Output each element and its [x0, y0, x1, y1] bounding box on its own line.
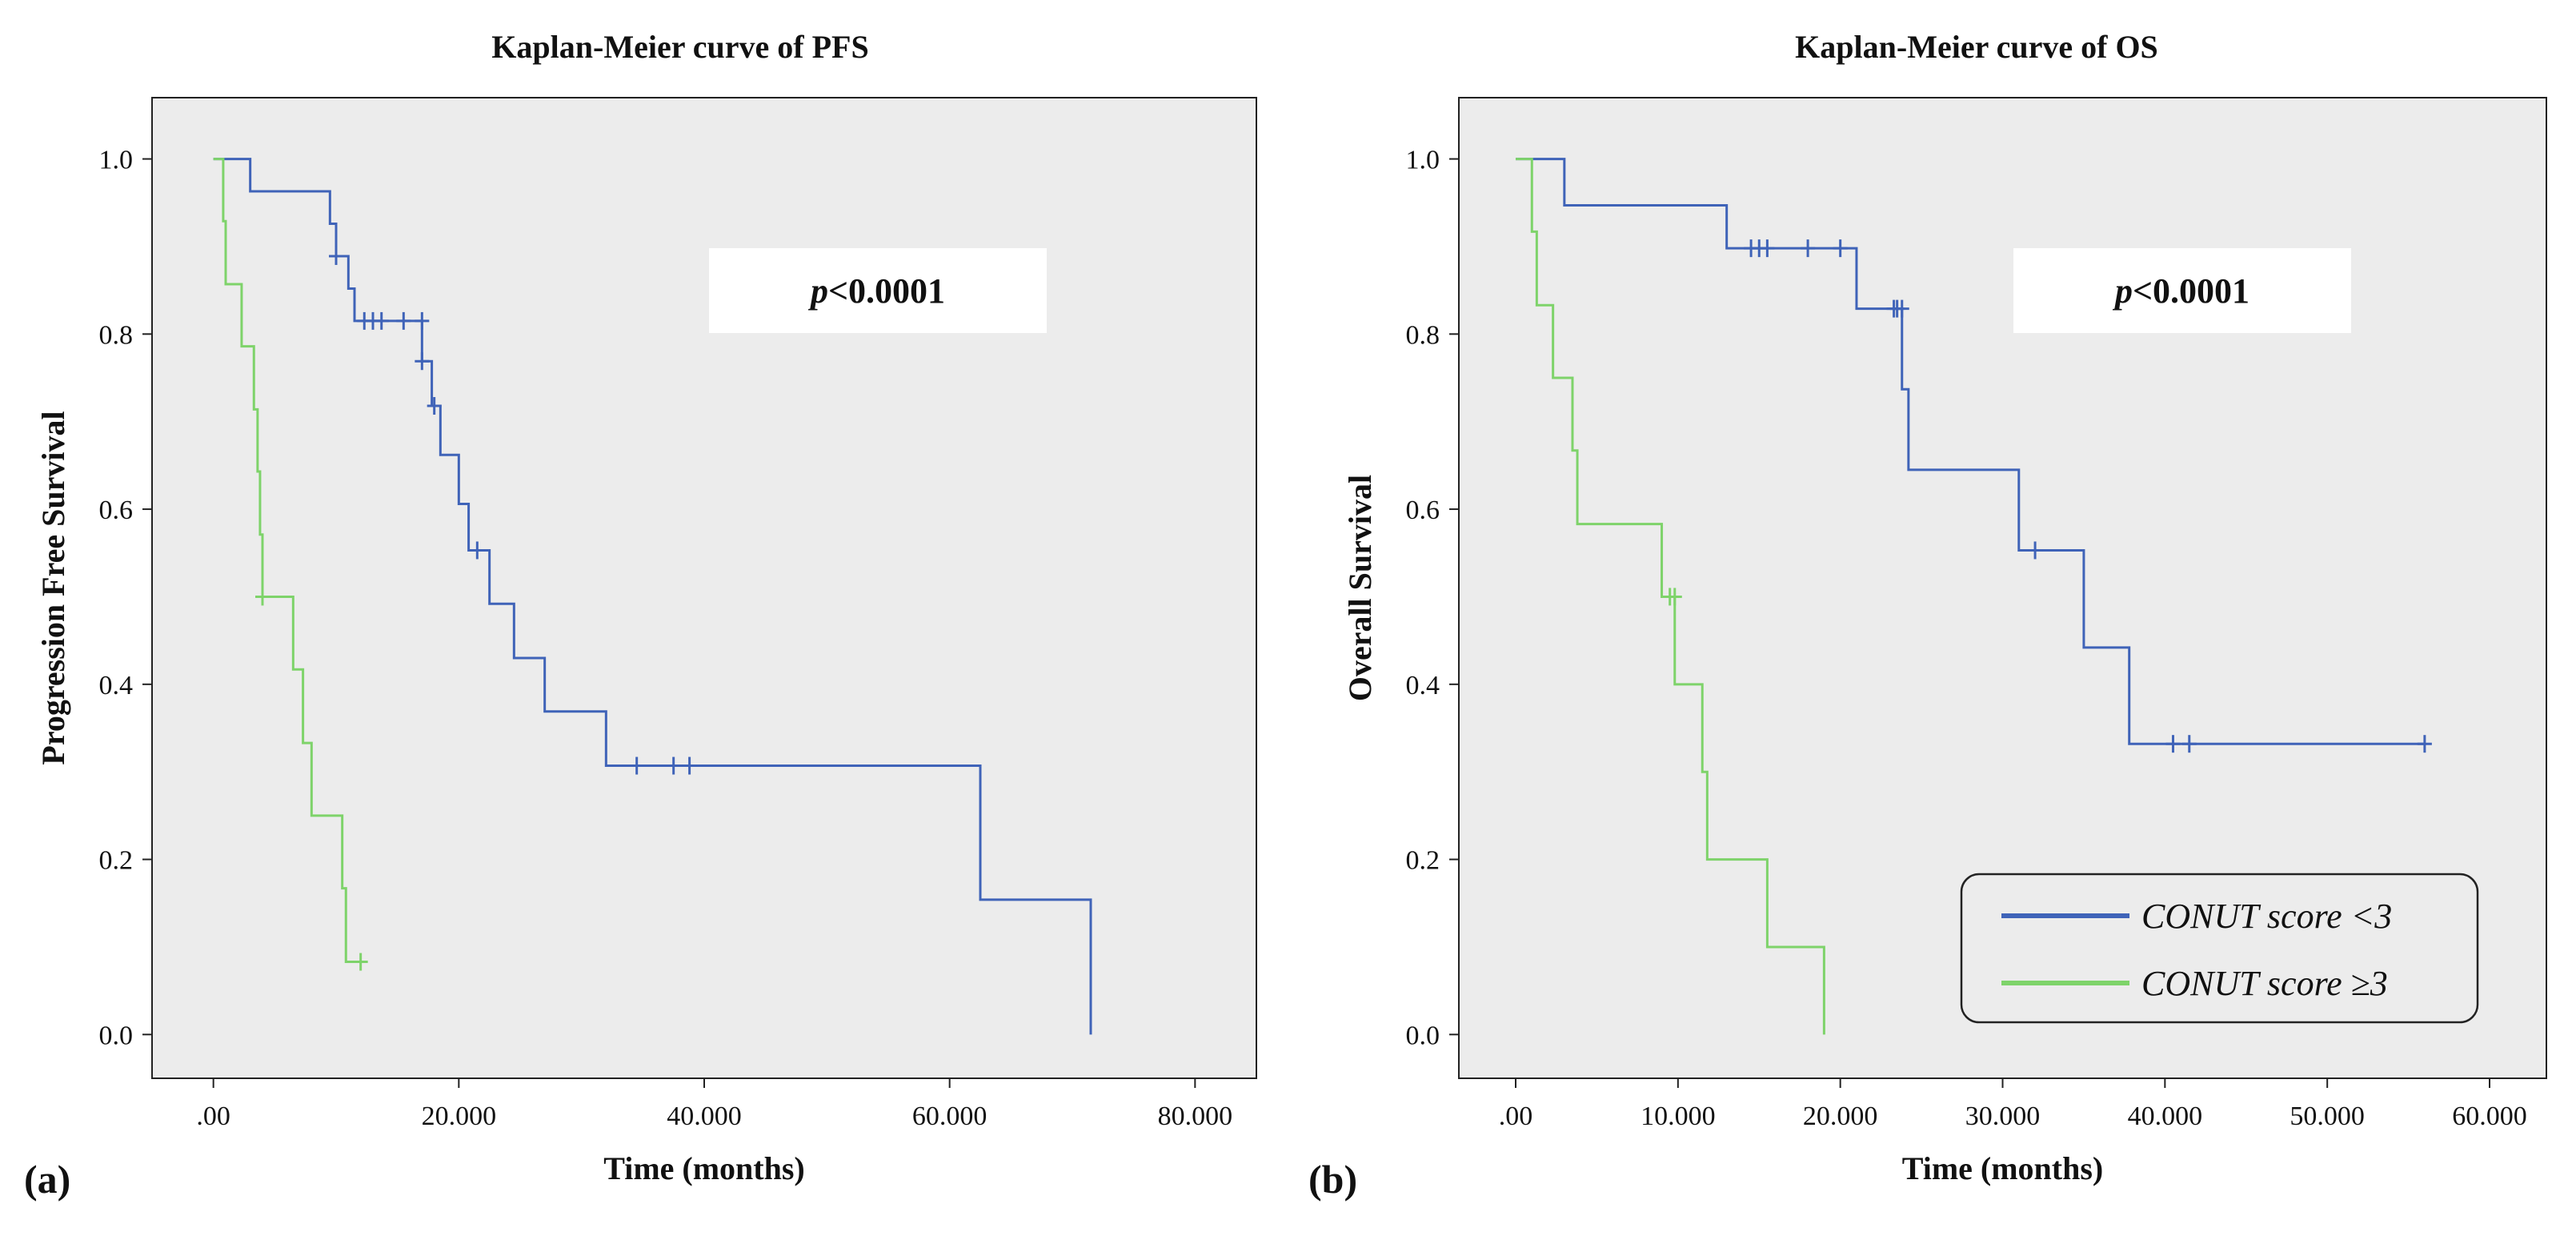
x-tick-label: 60.000	[2452, 1102, 2527, 1131]
censor-mark	[329, 247, 343, 265]
censor-mark	[2165, 735, 2181, 753]
censor-mark	[1667, 588, 1682, 606]
y-tick-label: 0.8	[99, 320, 134, 350]
censor-mark	[1833, 239, 1848, 258]
x-tick-label: 60.000	[912, 1102, 988, 1131]
y-tick-label: 0.0	[99, 1021, 134, 1050]
pvalue-box	[709, 248, 1047, 333]
x-tick-label: .00	[1499, 1102, 1533, 1131]
x-tick-label: 20.000	[422, 1102, 497, 1131]
legend-label: CONUT score ≥3	[2141, 964, 2388, 1003]
x-tick-label: 20.000	[1803, 1102, 1878, 1131]
series-conut-low	[213, 158, 1092, 1035]
censor-mark	[1894, 299, 1909, 318]
series-conut-low	[1515, 158, 2432, 753]
y-tick-label: 0.2	[1406, 846, 1440, 876]
x-tick-label: 30.000	[1965, 1102, 2041, 1131]
censor-mark	[2417, 735, 2432, 753]
panel-os: Kaplan-Meier curve of OS 0.0 0.2 0.4 0.6 0.8 1…	[1308, 29, 2547, 1202]
y-tick-label: 0.2	[99, 846, 134, 876]
y-tick-label: 0.8	[1406, 320, 1440, 350]
y-tick-label: 0.0	[1406, 1021, 1440, 1050]
survival-curve	[213, 158, 361, 964]
chart-title: Kaplan-Meier curve of OS	[1795, 29, 2158, 65]
x-axis-label: Time (months)	[1902, 1150, 2103, 1186]
x-tick-label: 10.000	[1641, 1102, 1716, 1131]
censor-mark	[629, 756, 644, 775]
censor-mark	[470, 541, 485, 560]
y-axis-label: Progression Free Survival	[35, 411, 71, 764]
y-tick-label: 1.0	[99, 146, 134, 175]
series-conut-high	[1515, 158, 1825, 1035]
censor-mark	[1760, 239, 1775, 258]
series-conut-high	[213, 158, 368, 971]
censor-mark	[2028, 541, 2043, 560]
censor-mark	[1801, 239, 1816, 258]
x-tick-label: .00	[196, 1102, 230, 1131]
censor-mark	[396, 311, 411, 330]
legend-label: CONUT score <3	[2141, 897, 2392, 936]
y-tick-label: 0.6	[99, 496, 134, 525]
x-tick-label: 80.000	[1158, 1102, 1233, 1131]
survival-curve	[1515, 158, 2425, 745]
censor-mark	[666, 756, 681, 775]
pvalue-text: p<0.0001	[2112, 271, 2249, 311]
y-tick-label: 1.0	[1406, 146, 1440, 175]
censor-mark	[415, 311, 430, 330]
legend: CONUT score <3 CONUT score ≥3	[1960, 873, 2479, 1024]
y-tick-label: 0.6	[1406, 496, 1440, 525]
panel-pfs: Kaplan-Meier curve of PFS 0.0 0.2 0.4 0.6 0.8…	[24, 29, 1257, 1202]
censor-mark	[427, 397, 442, 415]
censor-mark	[2181, 735, 2197, 753]
y-tick-label: 0.4	[1406, 671, 1440, 700]
y-tick-label: 0.4	[99, 671, 134, 700]
x-tick-label: 40.000	[2128, 1102, 2203, 1131]
censor-mark	[374, 311, 389, 330]
x-axis-label: Time (months)	[603, 1150, 804, 1186]
chart-title: Kaplan-Meier curve of PFS	[491, 29, 868, 65]
pvalue-text: p<0.0001	[807, 271, 945, 311]
censor-mark	[415, 352, 430, 371]
x-tick-label: 40.000	[667, 1102, 742, 1131]
panel-label: (b)	[1308, 1157, 1357, 1202]
x-tick-label: 50.000	[2290, 1102, 2365, 1131]
y-axis-label: Overall Survival	[1342, 475, 1378, 701]
survival-curve	[213, 158, 1092, 1035]
censor-mark	[255, 588, 270, 606]
censor-mark	[353, 953, 368, 971]
panel-label: (a)	[24, 1157, 70, 1202]
censor-mark	[682, 756, 697, 775]
pvalue-box	[2013, 248, 2351, 333]
survival-curve	[1515, 158, 1825, 1035]
